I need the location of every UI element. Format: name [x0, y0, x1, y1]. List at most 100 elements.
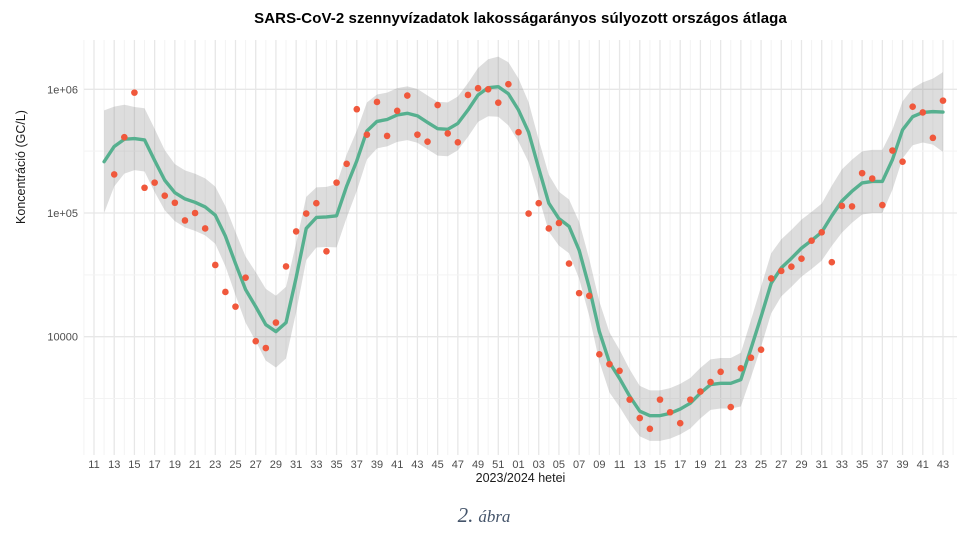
x-tick-label: 25 — [755, 459, 767, 471]
x-tick-label: 41 — [391, 459, 403, 471]
data-point — [606, 360, 613, 368]
data-point — [879, 201, 886, 209]
data-point — [494, 99, 502, 106]
x-tick-label: 07 — [573, 459, 585, 471]
x-tick-label: 43 — [411, 459, 423, 471]
data-point — [899, 158, 906, 165]
smooth-trend-line — [102, 84, 945, 418]
x-tick-label: 13 — [634, 459, 646, 471]
x-tick-label: 41 — [917, 459, 929, 471]
x-tick-label: 23 — [209, 459, 221, 471]
data-point — [717, 368, 724, 376]
x-tick-label: 29 — [270, 459, 282, 471]
data-point — [333, 179, 340, 186]
data-point — [707, 378, 714, 386]
data-point — [889, 147, 896, 154]
data-point — [676, 419, 684, 427]
data-point — [464, 91, 472, 99]
data-point — [808, 237, 815, 245]
data-point — [565, 260, 573, 267]
data-point — [737, 365, 745, 372]
x-tick-label: 13 — [108, 459, 120, 471]
data-point — [353, 105, 361, 113]
x-tick-label: 33 — [310, 459, 322, 471]
data-point — [434, 101, 441, 109]
confidence-band — [104, 56, 943, 441]
gridlines — [83, 40, 957, 455]
data-point — [292, 228, 300, 235]
x-tick-label: 45 — [432, 459, 444, 471]
x-tick-label: 27 — [775, 459, 787, 471]
data-point — [141, 184, 148, 192]
x-tick-label: 15 — [128, 459, 140, 471]
x-tick-label: 01 — [512, 459, 524, 471]
data-point — [575, 289, 583, 297]
data-point — [151, 179, 158, 186]
data-point — [474, 84, 482, 92]
x-tick-label: 11 — [88, 459, 99, 471]
x-tick-label: 29 — [795, 459, 807, 471]
data-point — [404, 92, 411, 99]
data-point — [131, 89, 138, 96]
data-point — [313, 199, 320, 207]
x-axis-tick-labels: 11 13 15 17 19 21 23 25 27 29 31 33 35 37 39 41 43 45 47 49… — [88, 459, 949, 471]
data-point — [181, 217, 189, 224]
data-point — [515, 128, 522, 136]
data-point — [818, 229, 826, 236]
x-tick-label: 03 — [533, 459, 545, 471]
x-tick-label: 35 — [330, 459, 342, 471]
data-point — [616, 367, 623, 375]
x-tick-label: 31 — [290, 459, 302, 471]
figure-caption-label: ábra — [478, 507, 511, 526]
data-point — [191, 209, 199, 217]
data-point — [697, 388, 704, 395]
x-tick-label: 51 — [492, 459, 504, 471]
data-point — [444, 130, 452, 137]
figure-caption: 2. ábra — [0, 503, 968, 528]
data-point — [626, 396, 633, 403]
y-tick-label: 1e+05 — [47, 208, 78, 220]
x-axis-title: 2023/2024 hetei — [475, 471, 566, 485]
data-point — [454, 138, 462, 146]
x-tick-label: 23 — [735, 459, 747, 471]
data-point — [414, 131, 421, 138]
data-point — [262, 344, 270, 352]
data-point — [919, 109, 927, 116]
data-point — [222, 288, 229, 296]
data-point — [909, 103, 916, 110]
data-point — [383, 132, 391, 140]
data-point — [363, 131, 371, 138]
data-point — [858, 169, 866, 177]
data-points — [110, 80, 947, 433]
data-point — [929, 134, 937, 142]
data-point — [848, 203, 856, 210]
data-point — [282, 263, 290, 270]
data-point — [687, 396, 694, 403]
x-tick-label: 25 — [229, 459, 241, 471]
data-point — [302, 210, 310, 217]
data-point — [727, 403, 735, 411]
x-tick-label: 33 — [836, 459, 848, 471]
x-tick-label: 37 — [351, 459, 363, 471]
x-tick-label: 31 — [816, 459, 828, 471]
data-point — [525, 210, 532, 217]
chart-title: SARS-CoV-2 szennyvízadatok lakosságarány… — [254, 10, 787, 27]
x-tick-label: 39 — [896, 459, 908, 471]
data-point — [171, 199, 179, 207]
data-point — [535, 199, 543, 207]
data-point — [798, 255, 805, 263]
data-point — [343, 160, 350, 168]
data-point — [838, 202, 846, 210]
data-point — [545, 225, 553, 232]
data-point — [373, 98, 381, 106]
x-tick-label: 17 — [149, 459, 161, 471]
x-tick-label: 37 — [876, 459, 888, 471]
data-point — [201, 225, 209, 232]
data-point — [636, 414, 644, 422]
data-point — [121, 133, 128, 141]
data-point — [484, 86, 492, 93]
data-point — [232, 303, 239, 310]
data-point — [110, 171, 118, 178]
data-point — [161, 192, 169, 199]
